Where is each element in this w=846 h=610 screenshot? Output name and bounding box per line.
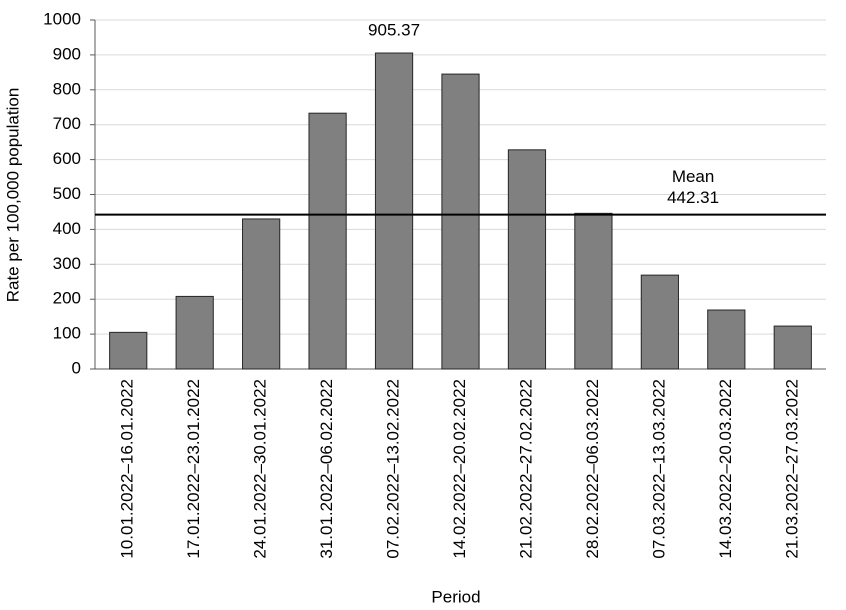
y-tick-label: 900 xyxy=(53,44,81,63)
bar xyxy=(707,309,746,370)
bar xyxy=(507,149,547,370)
x-tick-label: 14.03.2022–20.03.2022 xyxy=(716,379,735,559)
y-axis-title: Rate per 100,000 population xyxy=(3,88,22,303)
mean-label: Mean xyxy=(672,167,715,186)
bar xyxy=(175,295,214,370)
x-tick-label: 31.01.2022–06.02.2022 xyxy=(317,379,336,559)
bar xyxy=(109,331,148,370)
x-axis-title: Period xyxy=(431,587,480,606)
y-tick-label: 400 xyxy=(53,219,81,238)
y-tick-label: 800 xyxy=(53,79,81,98)
x-tick-label: 10.01.2022–16.01.2022 xyxy=(118,379,137,559)
x-tick-label: 28.02.2022–06.03.2022 xyxy=(583,379,602,559)
y-tick-label: 200 xyxy=(53,289,81,308)
bar xyxy=(308,112,347,370)
y-tick-label: 300 xyxy=(53,254,81,273)
x-tick-label: 21.02.2022–27.02.2022 xyxy=(516,379,535,559)
x-tick-label: 21.03.2022–27.03.2022 xyxy=(782,379,801,559)
bar xyxy=(640,274,679,370)
x-tick-label: 07.02.2022–13.02.2022 xyxy=(384,379,403,559)
y-tick-label: 1000 xyxy=(43,9,81,28)
y-tick-label: 0 xyxy=(72,358,81,377)
bar xyxy=(242,218,281,370)
y-tick-label: 100 xyxy=(53,324,81,343)
x-tick-label: 14.02.2022–20.02.2022 xyxy=(450,379,469,559)
y-tick-label: 600 xyxy=(53,149,81,168)
data-label: 905.37 xyxy=(368,21,420,40)
bar xyxy=(574,212,613,370)
y-tick-label: 500 xyxy=(53,184,81,203)
y-tick-label: 700 xyxy=(53,114,81,133)
x-tick-label: 17.01.2022–23.01.2022 xyxy=(184,379,203,559)
bar xyxy=(441,73,480,370)
bar xyxy=(773,325,812,370)
mean-value-label: 442.31 xyxy=(667,188,719,207)
bar xyxy=(374,52,414,370)
x-tick-label: 07.03.2022–13.03.2022 xyxy=(649,379,668,559)
x-tick-label: 24.01.2022–30.01.2022 xyxy=(251,379,270,559)
